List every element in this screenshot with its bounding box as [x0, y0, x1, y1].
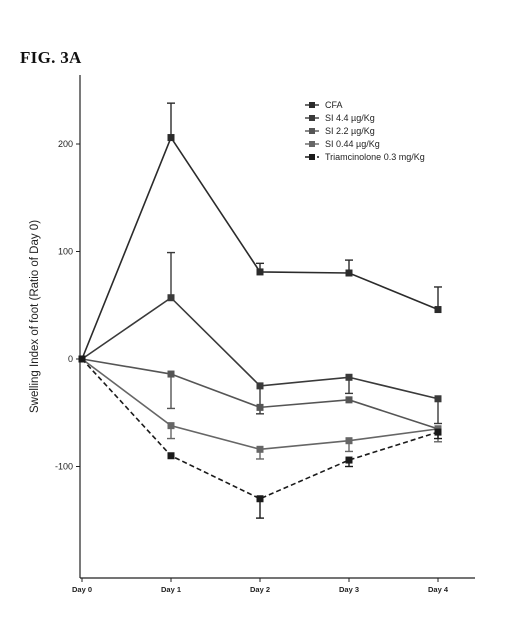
data-point — [256, 382, 264, 390]
legend-swatch-marker — [309, 154, 315, 160]
data-point — [167, 370, 175, 378]
chart-legend: CFA SI 4.4 µg/Kg SI 2.2 µg/Kg SI 0.44 µg/Kg… — [305, 100, 425, 162]
legend-label: SI 2.2 µg/Kg — [325, 126, 375, 136]
data-point — [167, 422, 175, 430]
series-line — [81, 358, 439, 500]
figure-title: FIG. 3A — [20, 48, 82, 67]
legend-swatch-marker — [309, 102, 315, 108]
data-point — [256, 403, 264, 411]
data-point — [256, 268, 264, 276]
data-point — [434, 428, 442, 436]
y-tick-label: -100 — [55, 462, 73, 472]
data-point — [256, 445, 264, 453]
x-tick-label: Day 3 — [339, 585, 359, 594]
legend-entry-1: CFA — [305, 100, 343, 110]
data-point — [167, 134, 175, 142]
y-tick-label: 0 — [68, 354, 73, 364]
x-tick-label: Day 2 — [250, 585, 270, 594]
legend-swatch-marker — [309, 141, 315, 147]
legend-label: SI 4.4 µg/Kg — [325, 113, 375, 123]
data-point — [345, 396, 353, 404]
legend-swatch-marker — [309, 115, 315, 121]
y-tick-label: 100 — [58, 247, 73, 257]
legend-entry-3: SI 2.2 µg/Kg — [305, 126, 375, 136]
data-point — [167, 294, 175, 302]
chart-axes: -100 0 100 200 Day 0 Day 1 Day 2 Day 3 Day 4 — [55, 75, 475, 594]
x-tick-label: Day 4 — [428, 585, 449, 594]
series-line — [81, 135, 439, 360]
data-point — [345, 456, 353, 464]
data-point — [78, 355, 86, 363]
y-tick-label: 200 — [58, 139, 73, 149]
data-point — [167, 452, 175, 460]
data-point — [345, 437, 353, 445]
data-point — [345, 269, 353, 277]
legend-entry-5: Triamcinolone 0.3 mg/Kg — [305, 152, 425, 162]
legend-entry-2: SI 4.4 µg/Kg — [305, 113, 375, 123]
legend-label: Triamcinolone 0.3 mg/Kg — [325, 152, 425, 162]
legend-label: SI 0.44 µg/Kg — [325, 139, 380, 149]
data-point — [434, 395, 442, 403]
chart-series-layer — [78, 102, 442, 519]
series-1 — [78, 102, 442, 363]
x-tick-label: Day 0 — [72, 585, 92, 594]
x-tick-label: Day 1 — [161, 585, 181, 594]
data-point — [345, 373, 353, 381]
legend-label: CFA — [325, 100, 343, 110]
series-5 — [78, 355, 442, 519]
legend-entry-4: SI 0.44 µg/Kg — [305, 139, 380, 149]
data-point — [434, 306, 442, 314]
data-point — [256, 495, 264, 503]
legend-swatch-marker — [309, 128, 315, 134]
y-axis-label: Swelling Index of foot (Ratio of Day 0) — [29, 220, 41, 413]
